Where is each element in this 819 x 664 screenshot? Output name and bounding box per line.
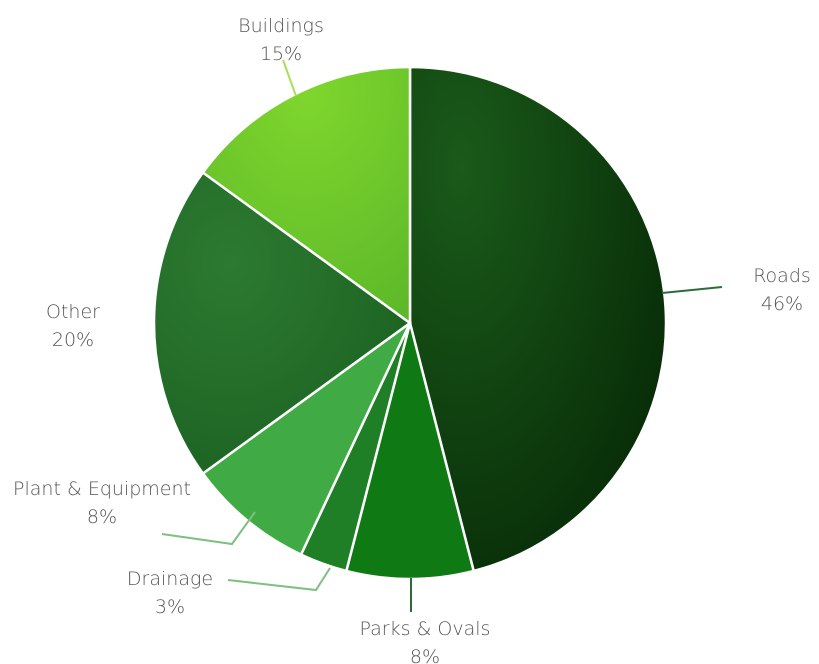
slice-label-buildings: Buildings: [238, 15, 324, 37]
leader-line-buildings: [282, 59, 297, 97]
slice-label-plant-equipment: Plant & Equipment: [13, 478, 191, 500]
slice-percent-buildings: 15%: [260, 43, 302, 65]
slice-label-parks-ovals: Parks & Ovals: [360, 618, 491, 640]
leader-line-roads: [661, 286, 723, 294]
slice-label-other: Other: [46, 301, 100, 323]
slice-percent-parks-ovals: 8%: [410, 646, 440, 664]
leader-line-drainage: [227, 567, 331, 592]
slice-percent-plant-equipment: 8%: [87, 506, 117, 528]
slice-roads: [408, 65, 668, 573]
slice-percent-other: 20%: [52, 329, 94, 351]
slice-label-roads: Roads: [753, 265, 811, 287]
leader-lines: [161, 59, 723, 612]
slice-percent-roads: 46%: [761, 293, 803, 315]
slice-other: [152, 170, 413, 476]
slice-buildings: [201, 65, 412, 326]
leader-line-plant-equipment: [161, 511, 256, 546]
pie-slices: [152, 65, 668, 581]
slice-labels: Roads 46% Parks & Ovals 8% Drainage 3% Plant &…: [13, 15, 811, 664]
slice-label-drainage: Drainage: [127, 568, 213, 590]
slice-percent-drainage: 3%: [155, 596, 185, 618]
slice-plant-equipment: [201, 321, 412, 557]
